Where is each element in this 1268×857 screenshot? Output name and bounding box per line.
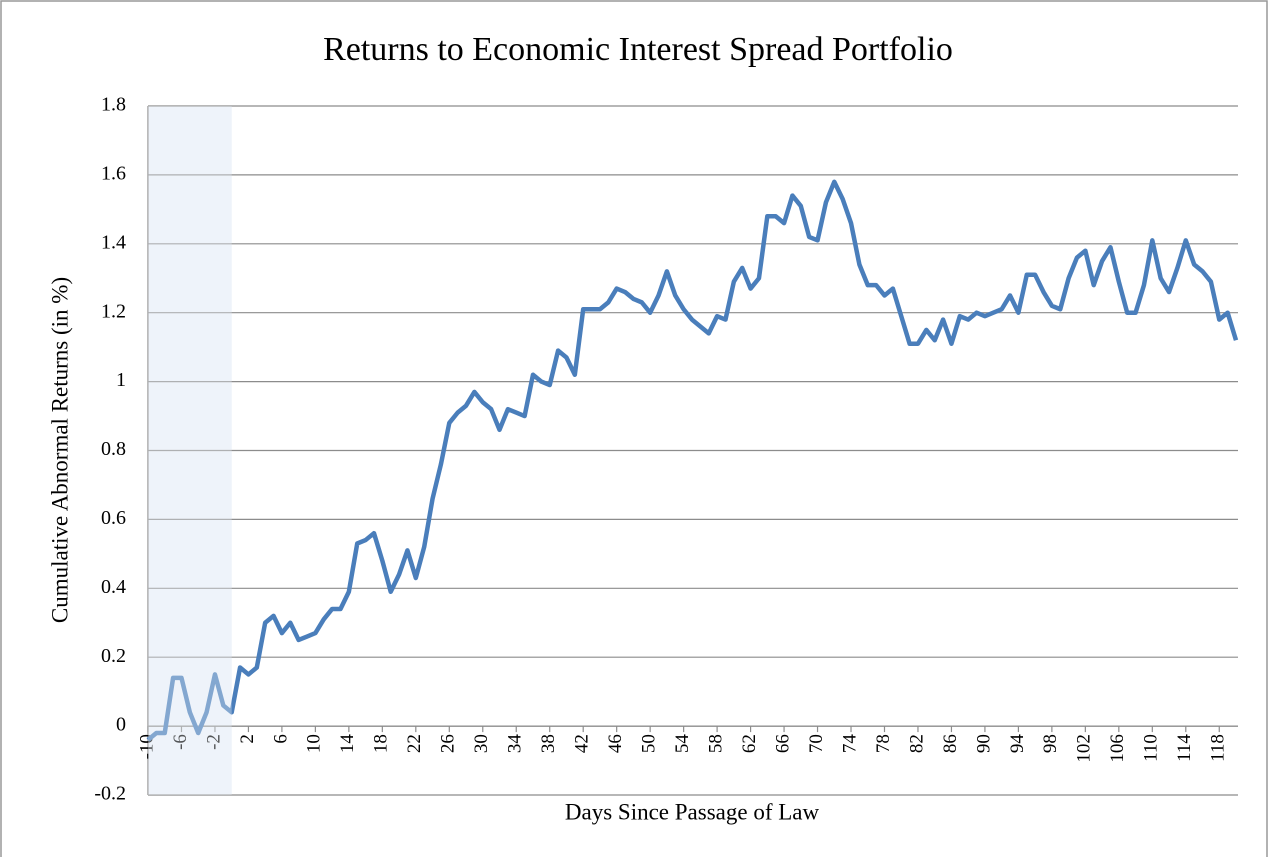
x-tick-label: 30 — [471, 734, 492, 753]
x-tick-label: 118 — [1208, 734, 1229, 762]
x-tick-label: 54 — [672, 734, 693, 754]
x-tick-label: 74 — [839, 734, 860, 754]
x-tick-label: 34 — [505, 734, 526, 754]
x-tick-label: 14 — [337, 734, 358, 754]
x-tick-label: 18 — [371, 734, 392, 753]
y-tick-label: 0 — [116, 714, 126, 736]
x-tick-label: 46 — [605, 734, 626, 753]
x-tick-label: 94 — [1007, 734, 1028, 754]
x-tick-label: 2 — [237, 734, 258, 744]
x-axis-label: Days Since Passage of Law — [565, 799, 820, 824]
y-tick-label: -0.2 — [94, 783, 126, 805]
y-tick-label: 0.8 — [101, 438, 126, 460]
x-tick-label: 86 — [940, 734, 961, 753]
x-tick-label: 106 — [1107, 734, 1128, 763]
y-tick-label: 0.6 — [101, 507, 126, 529]
x-tick-label: 102 — [1074, 734, 1095, 763]
x-tick-label: 90 — [973, 734, 994, 753]
y-tick-label: 1.4 — [101, 231, 126, 253]
x-tick-label: 38 — [538, 734, 559, 753]
x-tick-label: -2 — [203, 734, 224, 750]
y-tick-label: 1.2 — [101, 300, 126, 322]
x-tick-label: 6 — [270, 734, 291, 744]
x-tick-label: 114 — [1174, 734, 1195, 762]
x-tick-label: 62 — [739, 734, 760, 753]
data-line — [146, 179, 1239, 742]
y-tick-label: 1.6 — [101, 162, 126, 184]
x-tick-label: 10 — [304, 734, 325, 753]
x-tick-label: 78 — [873, 734, 894, 753]
x-tick-label: 82 — [906, 734, 927, 753]
x-tick-label: 58 — [705, 734, 726, 753]
y-tick-label: 0.2 — [101, 645, 126, 667]
highlight-overlay — [148, 106, 232, 795]
x-tick-label: 26 — [438, 734, 459, 753]
y-axis-label: Cumulative Abnormal Returns (in %) — [47, 277, 72, 623]
x-tick-label: 70 — [806, 734, 827, 753]
x-tick-label: 66 — [772, 734, 793, 753]
x-tick-label: 22 — [404, 734, 425, 753]
x-tick-label: -6 — [170, 734, 191, 750]
y-tick-label: 0.4 — [101, 576, 126, 598]
x-tick-label: 50 — [639, 734, 660, 753]
y-tick-label: 1.8 — [101, 94, 126, 116]
x-tick-label: 110 — [1141, 734, 1162, 762]
x-tick-label: 42 — [572, 734, 593, 753]
x-tick-label: -10 — [136, 734, 157, 759]
x-tick-label: 98 — [1040, 734, 1061, 753]
chart-title: Returns to Economic Interest Spread Port… — [323, 31, 953, 68]
y-tick-label: 1 — [116, 369, 126, 391]
